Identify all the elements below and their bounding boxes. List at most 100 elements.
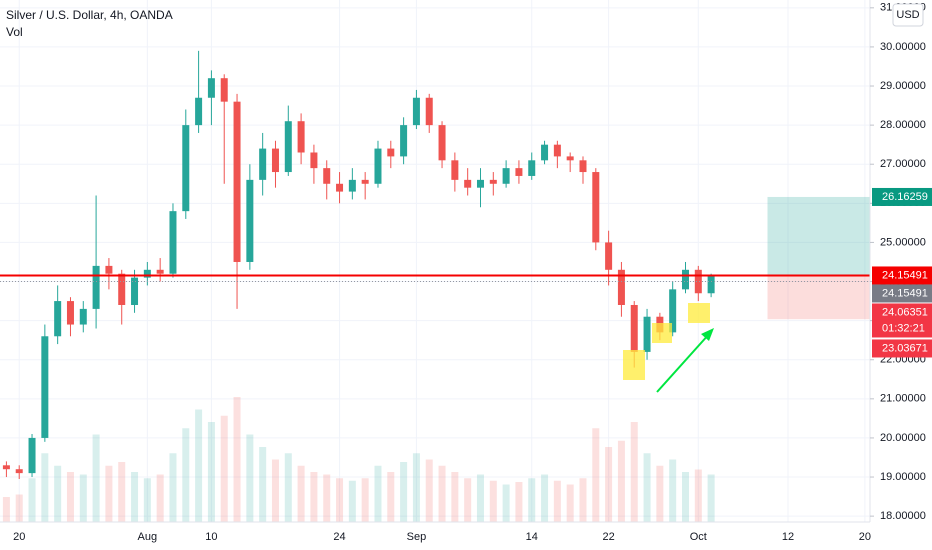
volume-bar bbox=[387, 472, 395, 522]
candle-body bbox=[515, 168, 523, 176]
volume-bar bbox=[169, 453, 177, 522]
volume-bar bbox=[489, 480, 497, 522]
volume-bar bbox=[195, 409, 203, 522]
volume-bar bbox=[707, 474, 715, 522]
candle-body bbox=[284, 121, 292, 173]
candle-body bbox=[310, 152, 318, 169]
x-tick-label: 14 bbox=[526, 531, 538, 543]
y-tick-label: 30.00000 bbox=[880, 41, 926, 53]
y-tick-label: 28.00000 bbox=[880, 119, 926, 131]
volume-bar bbox=[630, 422, 638, 522]
candle-body bbox=[156, 269, 164, 274]
candle-body bbox=[41, 336, 49, 438]
candle-body bbox=[28, 437, 36, 474]
candle-body bbox=[118, 273, 126, 305]
candle-body bbox=[207, 78, 215, 98]
candle-body bbox=[220, 78, 228, 102]
volume-bar bbox=[156, 474, 164, 522]
volume-bar bbox=[310, 472, 318, 522]
volume-bar bbox=[323, 474, 331, 522]
candle-body bbox=[425, 97, 433, 126]
candle-body bbox=[105, 265, 113, 274]
volume-bar bbox=[669, 459, 677, 522]
price-tag bbox=[872, 339, 932, 358]
candle-body bbox=[15, 469, 23, 474]
x-tick-label: 20 bbox=[859, 531, 871, 543]
candle-body bbox=[348, 179, 356, 192]
volume-bar bbox=[476, 474, 484, 522]
chart-title: Silver / U.S. Dollar, 4h, OANDA bbox=[6, 8, 173, 22]
candle-body bbox=[323, 168, 331, 184]
volume-bar bbox=[374, 465, 382, 522]
candle-body bbox=[553, 144, 561, 157]
volume-bar bbox=[541, 474, 549, 522]
volume-bar bbox=[271, 459, 279, 522]
volume-bar bbox=[15, 494, 23, 522]
candle-body bbox=[451, 160, 459, 180]
candle-body bbox=[271, 148, 279, 173]
x-tick-label: Aug bbox=[138, 531, 158, 543]
price-tag bbox=[872, 319, 932, 338]
candle-body bbox=[566, 156, 574, 161]
candle-body bbox=[681, 269, 689, 290]
volume-bar bbox=[694, 469, 702, 522]
candle-body bbox=[630, 304, 638, 352]
price-tag bbox=[872, 187, 932, 206]
profit-zone bbox=[767, 196, 870, 276]
candle-body bbox=[694, 269, 702, 294]
candle-body bbox=[617, 269, 625, 305]
candle-body bbox=[464, 179, 472, 188]
candle-body bbox=[131, 277, 139, 305]
candle-body bbox=[707, 275, 715, 294]
x-tick-label: Sep bbox=[407, 531, 427, 543]
indicator-label: Vol bbox=[6, 25, 23, 39]
volume-bar bbox=[464, 478, 472, 522]
x-tick-label: Oct bbox=[690, 531, 707, 543]
y-tick-label: 29.00000 bbox=[880, 80, 926, 92]
candle-body bbox=[79, 308, 87, 325]
volume-bar bbox=[438, 465, 446, 522]
y-tick-label: 18.00000 bbox=[880, 510, 926, 522]
arrow-head bbox=[701, 328, 714, 341]
candle-body bbox=[336, 183, 344, 192]
candle-body bbox=[297, 121, 305, 153]
volume-bar bbox=[412, 453, 420, 522]
price-tag-label: 24.06351 bbox=[882, 306, 928, 318]
volume-bar bbox=[579, 478, 587, 522]
y-tick-label: 25.00000 bbox=[880, 236, 926, 248]
currency-button[interactable] bbox=[892, 3, 924, 27]
price-tag bbox=[872, 303, 932, 322]
x-tick-label: 20 bbox=[13, 531, 25, 543]
candle-body bbox=[66, 301, 74, 325]
price-tag-label: 01:32:21 bbox=[882, 322, 925, 334]
candle-body bbox=[605, 242, 613, 270]
candle-body bbox=[92, 265, 100, 309]
volume-bar bbox=[246, 434, 254, 522]
candle-body bbox=[489, 179, 497, 184]
candle-body bbox=[412, 97, 420, 126]
volume-bar bbox=[41, 453, 49, 522]
y-tick-label: 21.00000 bbox=[880, 393, 926, 405]
volume-bar bbox=[54, 465, 62, 522]
candle-body bbox=[374, 148, 382, 184]
currency-label[interactable]: USD bbox=[896, 9, 919, 21]
candle-body bbox=[669, 289, 677, 333]
price-tag-label: 24.15491 bbox=[882, 269, 928, 281]
volume-bar bbox=[361, 478, 369, 522]
candle-body bbox=[361, 179, 369, 184]
volume-bar bbox=[348, 480, 356, 522]
price-tag bbox=[872, 284, 932, 303]
volume-bar bbox=[553, 480, 561, 522]
volume-bar bbox=[118, 462, 126, 522]
volume-bar bbox=[105, 465, 113, 522]
candle-body bbox=[182, 125, 190, 212]
candle-body bbox=[438, 125, 446, 161]
volume-bar bbox=[79, 474, 87, 522]
price-tag-label: 24.15491 bbox=[882, 287, 928, 299]
candle-body bbox=[259, 148, 267, 180]
x-tick-label: 22 bbox=[602, 531, 614, 543]
volume-bar bbox=[2, 497, 10, 522]
candle-body bbox=[502, 168, 510, 184]
candle-body bbox=[143, 269, 151, 278]
